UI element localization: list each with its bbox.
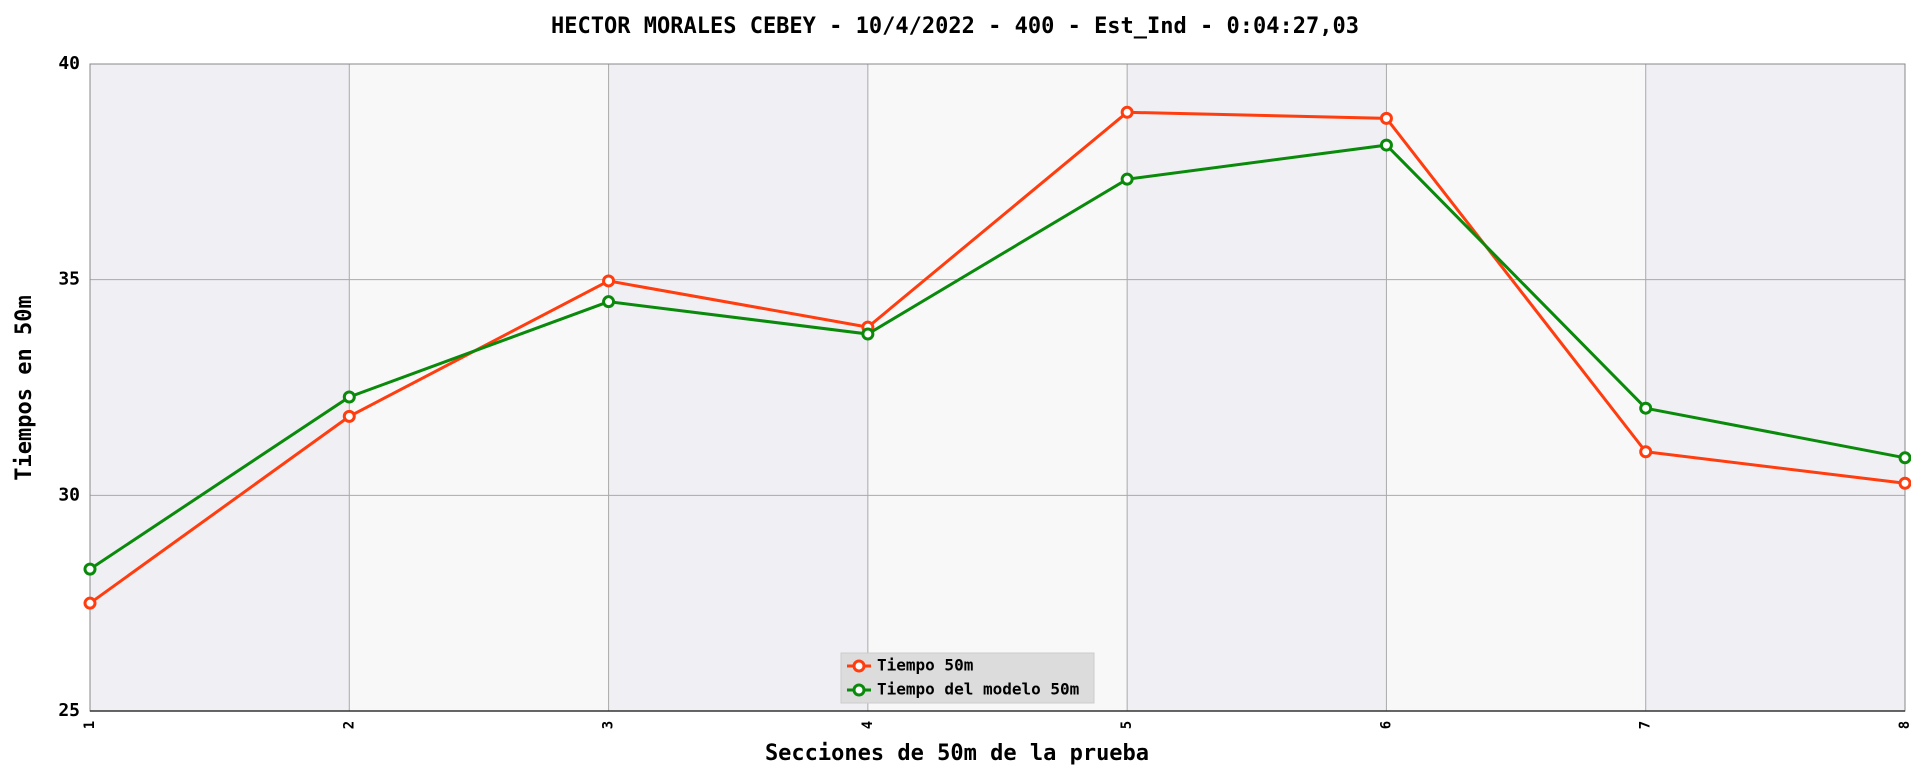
data-point bbox=[83, 596, 97, 610]
series-line bbox=[89, 143, 1906, 571]
data-point bbox=[1120, 105, 1134, 119]
data-point bbox=[1639, 401, 1653, 415]
x-axis-label: Secciones de 50m de la prueba bbox=[765, 741, 1149, 766]
x-tick-label: 6 bbox=[1378, 721, 1394, 729]
y-tick-label: 35 bbox=[58, 269, 80, 290]
data-point bbox=[861, 327, 875, 341]
data-point bbox=[342, 409, 356, 423]
data-point bbox=[1379, 138, 1393, 152]
y-axis-label: Tiempos en 50m bbox=[12, 295, 37, 480]
plot-band bbox=[349, 64, 609, 711]
x-tick-label: 4 bbox=[860, 721, 876, 729]
y-tick-label: 25 bbox=[58, 700, 80, 721]
legend-label: Tiempo 50m bbox=[877, 656, 974, 675]
data-point bbox=[1120, 172, 1134, 186]
x-tick-label: 2 bbox=[341, 721, 357, 729]
x-tick-label: 7 bbox=[1638, 721, 1654, 729]
plot-band bbox=[867, 64, 1128, 711]
data-point bbox=[83, 562, 97, 576]
data-point bbox=[1898, 451, 1911, 465]
x-tick-label: 5 bbox=[1119, 721, 1135, 729]
plot-band bbox=[608, 64, 868, 711]
legend-box bbox=[840, 652, 1095, 704]
legend-marker bbox=[852, 683, 866, 697]
data-point bbox=[602, 295, 616, 309]
plot-band bbox=[1127, 64, 1387, 711]
data-point bbox=[602, 274, 616, 288]
x-tick-label: 8 bbox=[1897, 721, 1911, 729]
data-point bbox=[1639, 445, 1653, 459]
x-tick-label: 1 bbox=[82, 721, 98, 729]
y-tick-label: 30 bbox=[58, 484, 80, 505]
legend-marker bbox=[852, 659, 866, 673]
legend-label: Tiempo del modelo 50m bbox=[877, 680, 1080, 699]
x-tick-label: 3 bbox=[601, 721, 617, 729]
y-tick-label: 40 bbox=[58, 53, 80, 74]
series-line bbox=[89, 110, 1906, 605]
data-point bbox=[342, 390, 356, 404]
data-point bbox=[1379, 111, 1393, 125]
data-point bbox=[1898, 476, 1911, 490]
chart-title: HECTOR MORALES CEBEY - 10/4/2022 - 400 -… bbox=[551, 14, 1359, 39]
plot-band bbox=[1645, 64, 1905, 711]
plot-band bbox=[90, 64, 350, 711]
plot-band bbox=[1386, 64, 1646, 711]
